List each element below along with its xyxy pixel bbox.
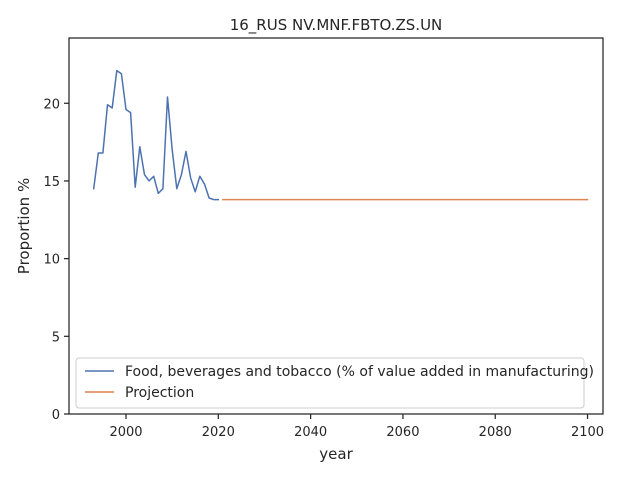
y-tick-label: 10 bbox=[43, 253, 60, 268]
y-axis-label: Proportion % bbox=[15, 178, 33, 274]
legend-box bbox=[75, 357, 585, 409]
plot-frame bbox=[68, 37, 604, 415]
y-axis-ticks: 0 5 10 15 20 bbox=[43, 97, 69, 423]
x-axis-label: year bbox=[319, 445, 353, 463]
y-tick-label: 5 bbox=[52, 330, 60, 345]
legend-label-projection: Projection bbox=[125, 385, 194, 401]
x-tick-label: 2040 bbox=[294, 425, 327, 440]
y-tick-label: 20 bbox=[43, 97, 60, 112]
x-tick-label: 2020 bbox=[202, 425, 235, 440]
x-tick-label: 2080 bbox=[479, 425, 512, 440]
x-tick-label: 2060 bbox=[386, 425, 419, 440]
y-tick-label: 0 bbox=[52, 408, 60, 423]
legend: Food, beverages and tobacco (% of value … bbox=[75, 357, 594, 409]
legend-label-food: Food, beverages and tobacco (% of value … bbox=[125, 364, 594, 380]
y-tick-label: 15 bbox=[43, 175, 60, 190]
series-line-0 bbox=[92, 69, 220, 201]
x-axis-ticks: 2000 2020 2040 2060 2080 2100 bbox=[109, 414, 604, 440]
x-tick-label: 2000 bbox=[109, 425, 142, 440]
chart-title: 16_RUS NV.MNF.FBTO.ZS.UN bbox=[230, 16, 443, 35]
x-tick-label: 2100 bbox=[571, 425, 604, 440]
series-lines bbox=[92, 69, 589, 201]
